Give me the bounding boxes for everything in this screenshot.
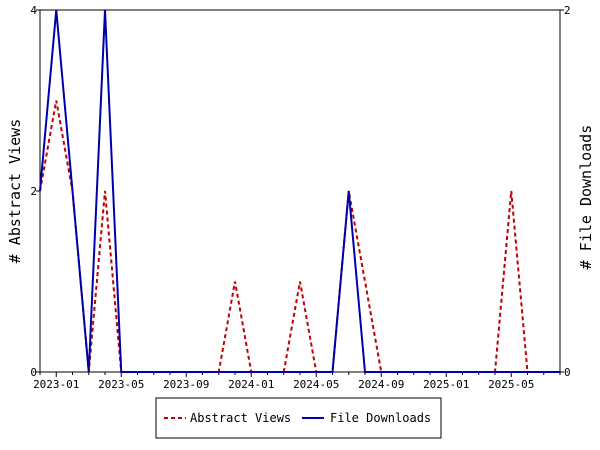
x-tick-label: 2024-01 bbox=[228, 378, 274, 391]
y-left-tick-label: 2 bbox=[30, 185, 37, 198]
x-tick-label: 2023-09 bbox=[163, 378, 209, 391]
x-tick-label: 2025-05 bbox=[488, 378, 534, 391]
ticks: 2023-01 2023-05 2023-09 2024-01 2024-05 2024-… bbox=[30, 4, 570, 391]
left-axis-title: # Abstract Views bbox=[6, 119, 24, 264]
right-axis-title: # File Downloads bbox=[577, 125, 595, 270]
legend-label-abstract-views: Abstract Views bbox=[190, 411, 291, 425]
x-tick-label: 2025-01 bbox=[423, 378, 469, 391]
series-line-abstract-views bbox=[39, 100, 560, 373]
legend-box bbox=[155, 397, 442, 439]
y-left-tick-label: 4 bbox=[30, 4, 37, 17]
legend: Abstract Views File Downloads bbox=[155, 397, 442, 439]
series-lines bbox=[39, 9, 560, 373]
x-tick-label: 2024-09 bbox=[358, 378, 404, 391]
x-tick-label: 2023-05 bbox=[98, 378, 144, 391]
y-right-tick-label: 2 bbox=[564, 4, 571, 17]
x-tick-label: 2023-01 bbox=[33, 378, 79, 391]
y-right-tick-label: 0 bbox=[564, 366, 571, 379]
x-tick-label: 2024-05 bbox=[293, 378, 339, 391]
legend-label-file-downloads: File Downloads bbox=[330, 411, 431, 425]
y-left-tick-label: 0 bbox=[30, 366, 37, 379]
series-line-file-downloads bbox=[39, 9, 560, 373]
